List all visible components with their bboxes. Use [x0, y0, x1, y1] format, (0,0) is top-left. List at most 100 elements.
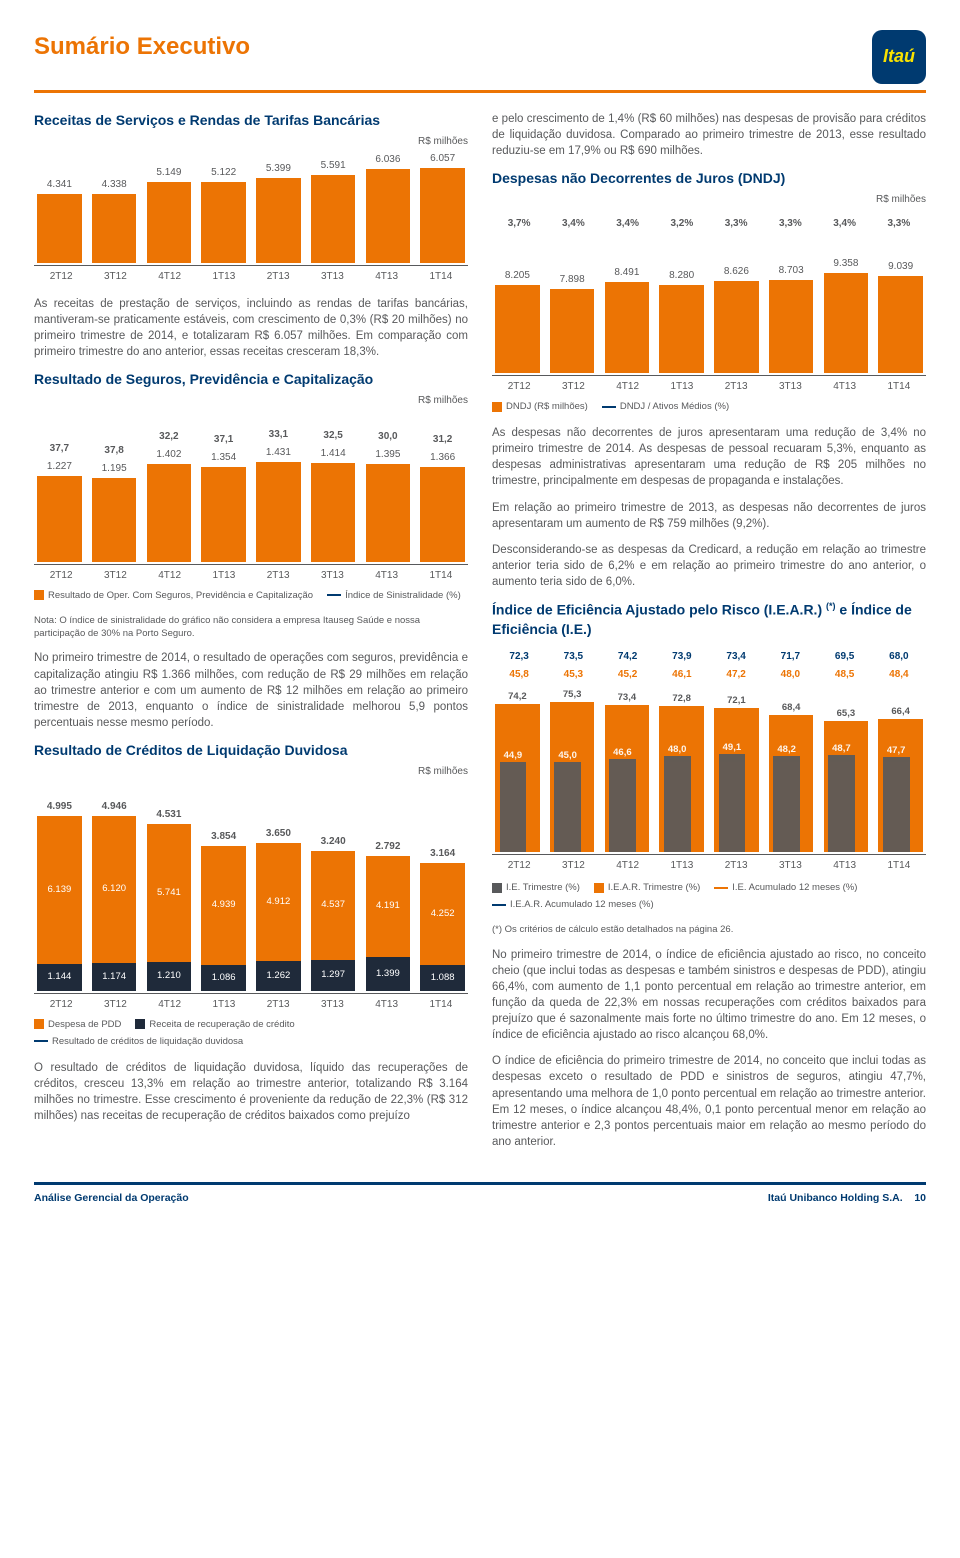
- line2-value: 45,2: [601, 668, 655, 682]
- line-value: 4.531: [147, 808, 192, 822]
- chart1-title: Receitas de Serviços e Rendas de Tarifas…: [34, 111, 468, 131]
- bar-grey: 48,2: [773, 756, 800, 852]
- line-value: 4.946: [92, 800, 137, 814]
- bar-grey: 46,6: [609, 759, 636, 852]
- bar-value: 1.354: [211, 451, 236, 465]
- chart1: 4.3414.3385.1495.1225.3995.5916.0366.057…: [34, 153, 468, 284]
- bar-grey: 48,7: [828, 755, 855, 852]
- bar: 1.2624.9123.650: [253, 843, 304, 991]
- bar: 5.399: [253, 162, 304, 263]
- right-column: e pelo crescimento de 1,4% (R$ 60 milhõe…: [492, 111, 926, 1160]
- bar-segment-top: 4.252: [420, 863, 465, 965]
- chart4: 3,7%3,4%3,4%3,2%3,3%3,3%3,4%3,3% 8.2057.…: [492, 211, 926, 413]
- bar-rect: [37, 194, 82, 262]
- bar: 4.341: [34, 178, 85, 262]
- line1-value: 71,7: [763, 650, 817, 664]
- line-value: 37,1: [214, 433, 233, 447]
- axis-label: 1T14: [414, 270, 468, 284]
- bar-value: 5.399: [266, 162, 291, 176]
- chart5-note: (*) Os critérios de cálculo estão detalh…: [492, 923, 926, 936]
- bar-grey: 49,1: [719, 754, 746, 852]
- axis-label: 1T13: [197, 569, 251, 583]
- para-r3: Em relação ao primeiro trimestre de 2013…: [492, 500, 926, 532]
- chart3-legend-b: Receita de recuperação de crédito: [135, 1018, 294, 1031]
- axis-label: 4T13: [818, 859, 872, 873]
- axis-label: 1T14: [414, 998, 468, 1012]
- bar-rect: [311, 463, 356, 562]
- line-value: 3.650: [256, 827, 301, 841]
- bar: 9.039: [875, 260, 926, 373]
- para-r5: No primeiro trimestre de 2014, o índice …: [492, 947, 926, 1044]
- bar-segment-bottom: 1.297: [311, 960, 356, 991]
- bar-grey-value: 49,1: [719, 741, 746, 754]
- bar-grey: 47,7: [883, 757, 910, 852]
- bar-segment-bottom: 1.210: [147, 962, 192, 991]
- bar-segment-bottom: 1.144: [37, 964, 82, 991]
- chart5: 72,373,574,273,973,471,769,568,0 45,845,…: [492, 644, 926, 912]
- axis-label: 3T13: [305, 569, 359, 583]
- axis-label: 2T13: [709, 859, 763, 873]
- bar-segment-top: 4.537: [311, 851, 356, 960]
- logo: Itaú: [872, 30, 926, 84]
- footer-right: Itaú Unibanco Holding S.A. 10: [768, 1191, 926, 1206]
- chart4-legend-line: DNDJ / Ativos Médios (%): [602, 400, 729, 413]
- line1-value: 69,5: [818, 650, 872, 664]
- bar-rect: [92, 194, 137, 262]
- line1-value: 73,4: [709, 650, 763, 664]
- axis-label: 4T13: [818, 380, 872, 394]
- line2-value: 47,2: [709, 668, 763, 682]
- bar: 6.036: [363, 153, 414, 263]
- axis-label: 1T13: [655, 380, 709, 394]
- bar: 8.491: [602, 266, 653, 373]
- axis-label: 1T13: [197, 998, 251, 1012]
- bar-rect: [878, 276, 923, 373]
- footer-left: Análise Gerencial da Operação: [34, 1191, 189, 1206]
- bar-grey-value: 47,7: [883, 744, 910, 757]
- chart2: 37,71.22737,81.19532,21.40237,11.35433,1…: [34, 412, 468, 602]
- bar-group: 75,345,0: [547, 702, 598, 852]
- left-column: Receitas de Serviços e Rendas de Tarifas…: [34, 111, 468, 1160]
- bar: 5.149: [144, 166, 195, 263]
- bar: 9.358: [821, 257, 872, 373]
- line-value: 37,8: [104, 444, 123, 458]
- axis-label: 2T12: [492, 859, 546, 873]
- logo-text: Itaú: [883, 44, 915, 69]
- bar-value: 1.366: [430, 451, 455, 465]
- bar-value: 8.280: [669, 269, 694, 283]
- bar-grey-value: 48,2: [773, 743, 800, 756]
- bar: 32,21.402: [144, 448, 195, 562]
- chart5-legend-a: I.E. Trimestre (%): [492, 881, 580, 894]
- bar-rect: [420, 168, 465, 263]
- bar: 8.626: [711, 265, 762, 373]
- bar-rect: [366, 169, 411, 263]
- chart2-legend-line: Índice de Sinistralidade (%): [327, 589, 461, 602]
- bar: 7.898: [547, 273, 598, 373]
- bar-value: 1.195: [102, 462, 127, 476]
- chart5-legend-b: I.E.A.R. Trimestre (%): [594, 881, 700, 894]
- bar-orange-value: 68,4: [769, 701, 814, 714]
- bar-segment-top: 6.120: [92, 816, 137, 963]
- bar-group: 65,348,7: [821, 721, 872, 852]
- bar-grey: 48,0: [664, 756, 691, 852]
- axis-label: 2T12: [34, 569, 88, 583]
- bar-grey-value: 48,0: [664, 743, 691, 756]
- bar-orange-value: 74,2: [495, 690, 540, 703]
- axis-label: 4T13: [360, 270, 414, 284]
- line2-value: 48,0: [763, 668, 817, 682]
- bar-value: 4.341: [47, 178, 72, 192]
- axis-label: 3T12: [88, 270, 142, 284]
- bar-segment-top: 4.939: [201, 846, 246, 965]
- chart2-note: Nota: O índice de sinistralidade do gráf…: [34, 614, 468, 641]
- bar-value: 1.431: [266, 446, 291, 460]
- chart5-legend-d: I.E.A.R. Acumulado 12 meses (%): [492, 898, 654, 911]
- chart3-unit: R$ milhões: [34, 765, 468, 779]
- bar-rect: [605, 282, 650, 373]
- bar-value: 8.626: [724, 265, 749, 279]
- bar-value: 5.149: [156, 166, 181, 180]
- bar-value: 9.358: [833, 257, 858, 271]
- chart3-legend-c: Resultado de créditos de liquidação duvi…: [34, 1035, 243, 1048]
- bar-group: 74,244,9: [492, 704, 543, 852]
- page-title: Sumário Executivo: [34, 30, 250, 64]
- bar: 4.338: [89, 178, 140, 262]
- axis-label: 3T12: [546, 380, 600, 394]
